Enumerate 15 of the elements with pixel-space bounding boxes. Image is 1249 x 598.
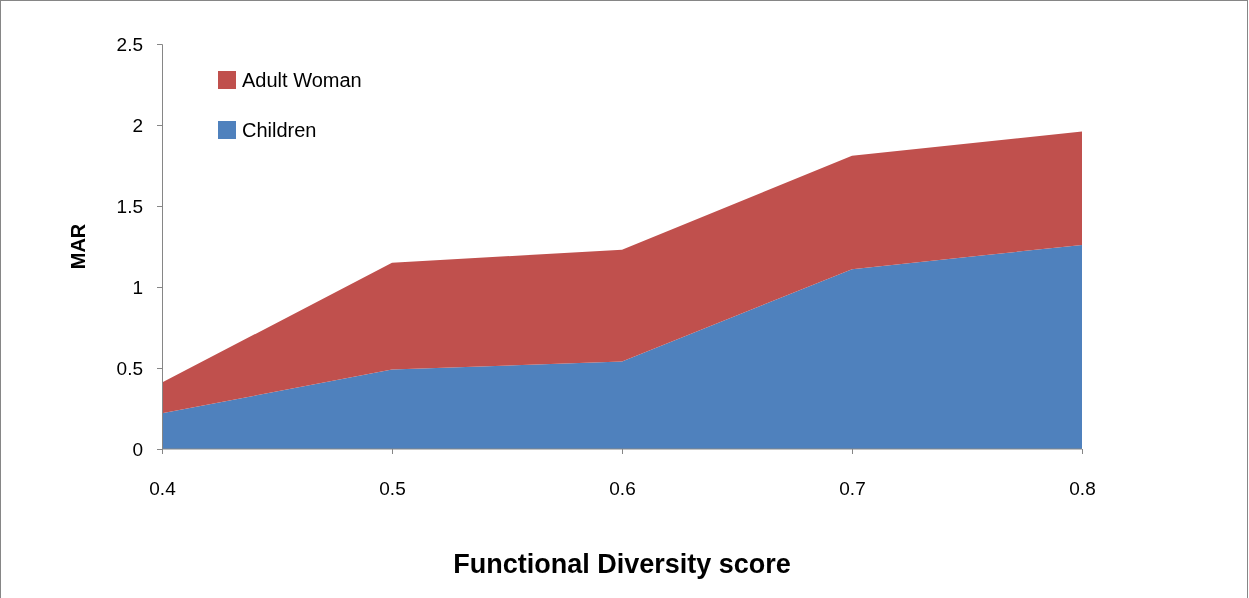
x-tick-label: 0.5 [379,478,406,500]
y-axis-title: MAR [67,223,89,270]
x-tick-label: 0.7 [839,478,866,500]
y-tick-label: 2.5 [116,33,143,55]
x-tick-label: 0.4 [149,478,177,500]
x-tick-label: 0.8 [1069,478,1096,500]
x-tick-label: 0.6 [609,478,636,500]
x-axis-title: Functional Diversity score [453,549,791,579]
y-tick-label: 0 [132,438,143,460]
y-tick-label: 1.5 [116,195,143,217]
y-tick-label: 1 [132,276,143,298]
y-tick-label: 0.5 [116,357,143,379]
y-tick-label: 2 [132,114,143,136]
legend-label: Adult Woman [242,69,362,91]
legend-label: Children [242,119,317,141]
